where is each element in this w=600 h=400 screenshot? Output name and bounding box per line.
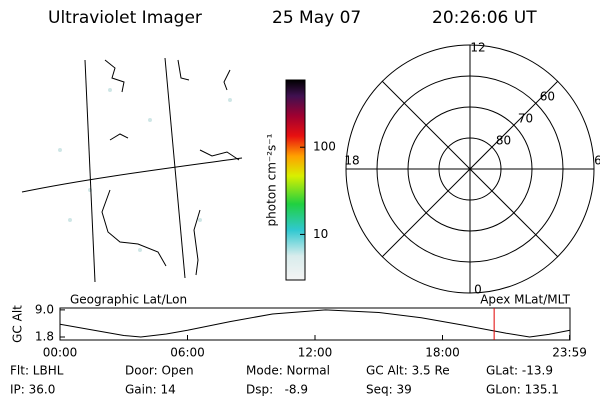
x-tick-label: 23:59	[552, 346, 587, 360]
info-field: Gain: 14	[125, 383, 176, 397]
x-tick-label: 06:00	[170, 346, 205, 360]
orbit-ylabel: GC Alt	[11, 305, 25, 343]
date: 25 May 07	[272, 8, 361, 28]
info-field: Dsp: -8.9	[246, 383, 308, 397]
lat-label: 70	[518, 112, 533, 126]
y-tick-label: 1.8	[35, 329, 54, 343]
info-field: GLat: -13.9	[486, 364, 553, 378]
lat-ring	[407, 106, 533, 232]
lat-label: 60	[540, 90, 555, 104]
y-tick-label: 9.0	[35, 302, 54, 316]
colorbar	[285, 79, 306, 281]
mlt-label: 12	[470, 41, 485, 55]
mlt-label: 18	[344, 154, 359, 168]
time: 20:26:06 UT	[432, 8, 537, 28]
info-field: Flt: LBHL	[10, 364, 64, 378]
x-tick-label: 12:00	[298, 346, 333, 360]
lat-ring	[438, 137, 502, 201]
polar-grid	[345, 44, 595, 294]
x-tick-label: 18:00	[425, 346, 460, 360]
colorbar-tick-label: 100	[313, 140, 336, 154]
info-field: IP: 36.0	[10, 383, 55, 397]
instrument: Ultraviolet Imager	[48, 8, 202, 28]
image-map	[21, 57, 243, 283]
info-field: GLon: 135.1	[486, 383, 559, 397]
mlt-label: 0	[474, 283, 482, 297]
info-field: GC Alt: 3.5 Re	[366, 364, 450, 378]
info-field: Door: Open	[125, 364, 194, 378]
colorbar-label: photon cm⁻²s⁻¹	[265, 133, 279, 226]
orbit-left-title: Geographic Lat/Lon	[70, 293, 187, 307]
info-field: Mode: Normal	[246, 364, 330, 378]
info-field: Seq: 39	[366, 383, 412, 397]
lat-label: 80	[496, 134, 511, 148]
orbit-right-title: Apex MLat/MLT	[480, 293, 570, 307]
orbit-altitude	[59, 309, 571, 338]
x-tick-label: 00:00	[43, 346, 78, 360]
mlt-label: 6	[594, 154, 600, 168]
lat-ring	[376, 75, 564, 263]
colorbar-tick-label: 10	[313, 227, 328, 241]
